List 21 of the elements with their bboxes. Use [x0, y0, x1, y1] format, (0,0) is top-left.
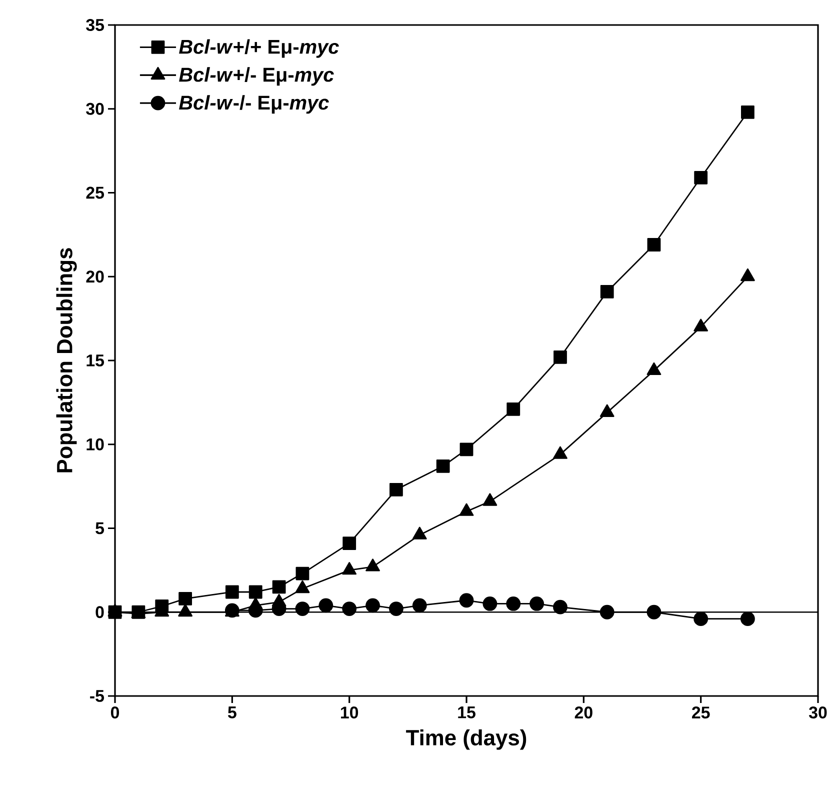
y-tick-label: 20 [86, 270, 104, 283]
y-axis-title: Population Doublings [56, 248, 77, 472]
y-tick-label: -5 [90, 690, 104, 702]
y-tick-label: 10 [86, 438, 104, 450]
legend-label: Bcl-w+/+ Eμ-myc [179, 39, 339, 58]
y-tick-label: 0 [96, 606, 104, 618]
x-tick-label: 20 [574, 706, 592, 719]
y-tick-label: 30 [86, 102, 104, 115]
x-tick-label: 25 [692, 706, 710, 719]
x-tick-label: 30 [808, 706, 827, 719]
y-tick-label: 15 [86, 354, 104, 366]
x-tick-label: 0 [110, 706, 120, 719]
y-tick-label: 35 [86, 18, 104, 31]
y-tick-label: 5 [96, 522, 104, 534]
x-tick-label: 10 [340, 706, 358, 719]
x-tick-label: 5 [228, 706, 236, 718]
x-tick-label: 15 [458, 706, 476, 718]
y-tick-label: 25 [86, 186, 104, 199]
legend-label: Bcl-w-/- Eμ-myc [179, 95, 329, 114]
legend-label: Bcl-w+/- Eμ-myc [179, 67, 334, 86]
x-axis-title: Time (days) [406, 729, 526, 750]
